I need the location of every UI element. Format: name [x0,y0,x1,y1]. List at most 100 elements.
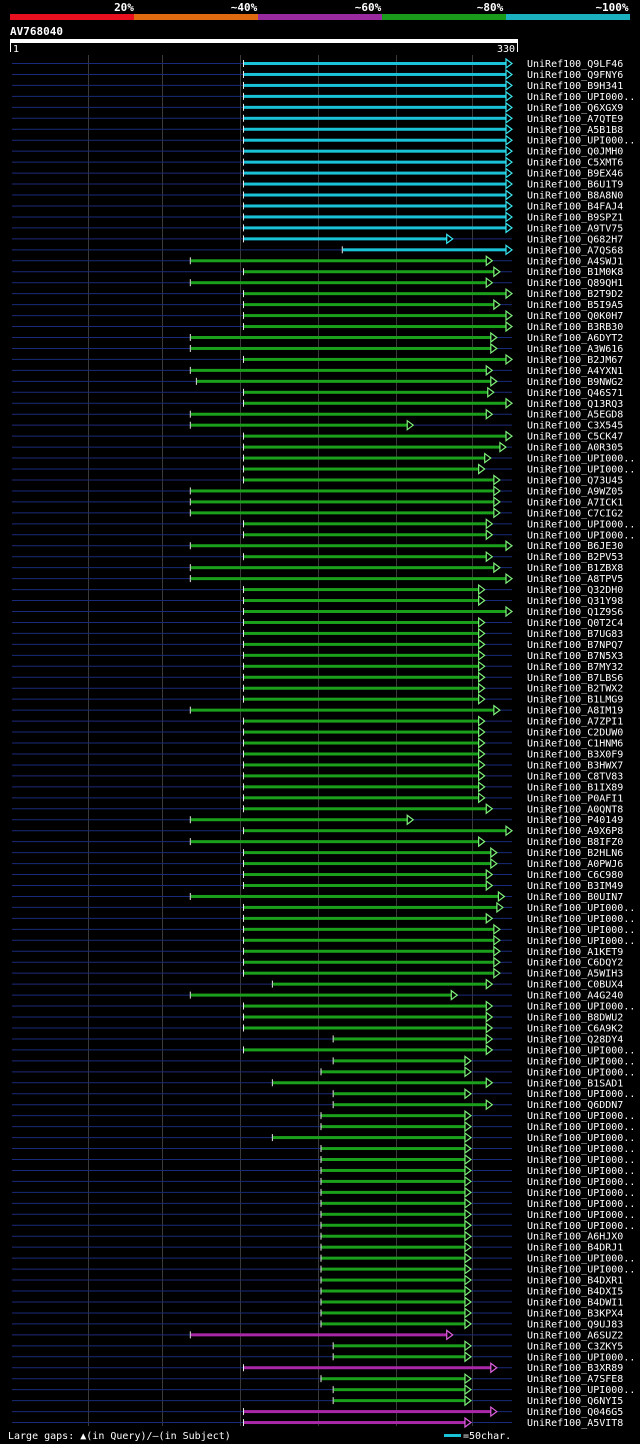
hit-row[interactable]: UniRef100_UPI000.. [12,1186,635,1199]
hit-row[interactable]: UniRef100_B3KPX4 [12,1307,623,1319]
hit-bar[interactable] [190,346,493,350]
hit-label[interactable]: UniRef100_B4DXI5 [527,1287,623,1298]
hit-label[interactable]: UniRef100_C3X545 [527,421,623,432]
hit-label[interactable]: UniRef100_B4DXR1 [527,1276,623,1287]
hit-row[interactable]: UniRef100_UPI000.. [12,1066,635,1078]
hit-row[interactable]: UniRef100_UPI000.. [12,1175,635,1188]
hit-bar[interactable] [190,489,496,493]
hit-label[interactable]: UniRef100_B2PV53 [527,552,623,563]
hit-label[interactable]: UniRef100_A0R305 [527,443,623,454]
hit-bar[interactable] [190,1333,449,1337]
hit-row[interactable]: UniRef100_C2DUW0 [12,726,623,739]
hit-row[interactable]: UniRef100_UPI000.. [12,90,635,103]
hit-label[interactable]: UniRef100_Q9FNY6 [527,70,623,81]
hit-bar[interactable] [244,138,508,142]
hit-bar[interactable] [244,1048,489,1052]
hit-row[interactable]: UniRef100_Q9LF46 [12,57,623,70]
hit-label[interactable]: UniRef100_Q6XGX9 [527,103,623,114]
hit-row[interactable]: UniRef100_C3ZKY5 [12,1340,623,1352]
hit-row[interactable]: UniRef100_UPI000.. [12,529,635,541]
hit-label[interactable]: UniRef100_UPI000.. [527,1210,635,1221]
hit-row[interactable]: UniRef100_UPI000.. [12,912,635,925]
hit-label[interactable]: UniRef100_UPI000.. [527,1177,635,1188]
hit-label[interactable]: UniRef100_B1IX89 [527,782,623,793]
hit-bar[interactable] [244,270,496,274]
hit-bar[interactable] [244,774,481,778]
hit-row[interactable]: UniRef100_B4DXR1 [12,1274,623,1287]
hit-row[interactable]: UniRef100_UPI000.. [12,1142,635,1155]
hit-label[interactable]: UniRef100_C1HNM6 [527,739,623,750]
hit-row[interactable]: UniRef100_B4FAJ4 [12,200,623,212]
hit-label[interactable]: UniRef100_Q46S71 [527,388,623,399]
hit-bar[interactable] [244,949,496,953]
hit-bar[interactable] [321,1322,467,1326]
hit-row[interactable]: UniRef100_B2HLN6 [12,846,623,859]
hit-label[interactable]: UniRef100_UPI000.. [527,1067,635,1078]
hit-row[interactable]: UniRef100_C6C980 [12,868,623,881]
hit-bar[interactable] [321,1289,467,1293]
hit-bar[interactable] [321,1190,467,1194]
hit-row[interactable]: UniRef100_UPI000.. [12,463,635,476]
hit-bar[interactable] [190,368,489,372]
hit-label[interactable]: UniRef100_UPI000.. [527,1352,635,1363]
hit-row[interactable]: UniRef100_UPI000.. [12,1055,635,1067]
hit-bar[interactable] [333,1059,467,1063]
hit-bar[interactable] [321,1256,467,1260]
hit-bar[interactable] [333,1355,467,1359]
hit-label[interactable]: UniRef100_B9H341 [527,81,623,92]
hit-label[interactable]: UniRef100_Q89QH1 [527,278,623,289]
hit-label[interactable]: UniRef100_B2TWX2 [527,684,623,695]
hit-bar[interactable] [244,631,481,635]
hit-label[interactable]: UniRef100_UPI000.. [527,1385,635,1396]
hit-label[interactable]: UniRef100_UPI000.. [527,914,635,925]
hit-label[interactable]: UniRef100_B3IM49 [527,881,623,892]
hit-bar[interactable] [244,555,489,559]
hit-label[interactable]: UniRef100_C0BUX4 [527,980,623,991]
hit-bar[interactable] [244,905,499,909]
hit-row[interactable]: UniRef100_UPI000.. [12,1197,635,1210]
hit-bar[interactable] [321,1278,467,1282]
hit-label[interactable]: UniRef100_C6C980 [527,870,623,881]
hit-label[interactable]: UniRef100_P0AFI1 [527,793,623,804]
hit-row[interactable]: UniRef100_B7LBS6 [12,671,623,684]
hit-row[interactable]: UniRef100_C1HNM6 [12,737,623,750]
hit-row[interactable]: UniRef100_A6SUZ2 [12,1329,623,1341]
hit-label[interactable]: UniRef100_UPI000.. [527,1166,635,1177]
hit-row[interactable]: UniRef100_B9NWG2 [12,375,623,388]
hit-row[interactable]: UniRef100_B1ZBX8 [12,561,623,574]
hit-label[interactable]: UniRef100_Q682H7 [527,234,623,245]
hit-row[interactable]: UniRef100_Q0K0H7 [12,309,623,322]
hit-row[interactable]: UniRef100_Q89QH1 [12,277,623,289]
hit-row[interactable]: UniRef100_A0QNT8 [12,803,623,815]
hit-bar[interactable] [244,94,508,98]
hit-bar[interactable] [244,357,508,361]
hit-row[interactable]: UniRef100_B5I9A5 [12,298,623,311]
hit-row[interactable]: UniRef100_B7NPQ7 [12,638,623,651]
hit-row[interactable]: UniRef100_Q6NYI5 [12,1394,623,1407]
hit-row[interactable]: UniRef100_UPI000.. [12,1044,635,1056]
hit-row[interactable]: UniRef100_B1SAD1 [12,1077,623,1089]
hit-row[interactable]: UniRef100_UPI000.. [12,1131,635,1144]
hit-bar[interactable] [244,116,508,120]
hit-label[interactable]: UniRef100_A5WIH3 [527,969,623,980]
hit-label[interactable]: UniRef100_B1LMG9 [527,695,623,706]
hit-label[interactable]: UniRef100_UPI000.. [527,925,635,936]
hit-bar[interactable] [244,1421,467,1425]
hit-bar[interactable] [244,127,508,131]
hit-bar[interactable] [190,281,489,285]
hit-bar[interactable] [333,1344,467,1348]
hit-label[interactable]: UniRef100_UPI000.. [527,1188,635,1199]
hit-bar[interactable] [244,456,487,460]
hit-label[interactable]: UniRef100_A0PWJ6 [527,859,623,870]
hit-bar[interactable] [244,182,508,186]
hit-label[interactable]: UniRef100_B8A8N0 [527,191,623,202]
hit-label[interactable]: UniRef100_B0UIN7 [527,892,623,903]
hit-row[interactable]: UniRef100_B8IFZ0 [12,835,623,848]
hit-row[interactable]: UniRef100_A0R305 [12,441,623,454]
hit-label[interactable]: UniRef100_B8DWU2 [527,1013,623,1024]
hit-label[interactable]: UniRef100_B1M0K8 [527,267,623,278]
hit-label[interactable]: UniRef100_Q31Y98 [527,596,623,607]
hit-row[interactable]: UniRef100_UPI000.. [12,1109,635,1122]
hit-row[interactable]: UniRef100_UPI000.. [12,1351,635,1363]
hit-bar[interactable] [244,62,508,65]
